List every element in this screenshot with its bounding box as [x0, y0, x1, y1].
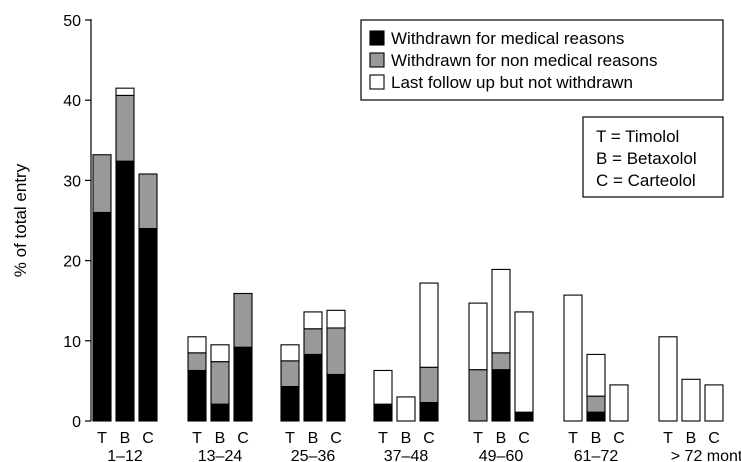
bar-segment-non-medical	[138, 173, 158, 230]
legend-label: Withdrawn for non medical reasons	[391, 51, 657, 70]
bar-segment-non-medical	[586, 395, 606, 413]
bar-segment-medical	[586, 411, 606, 422]
y-tick-label: 0	[72, 414, 81, 431]
legend-swatch-non-medical	[369, 52, 385, 68]
bar-label: B	[215, 430, 226, 447]
y-tick-label: 10	[63, 334, 81, 351]
bar-label: T	[473, 430, 483, 447]
group-label: 13–24	[198, 448, 243, 462]
bars-layer	[92, 87, 724, 422]
bar-segment-non-medical	[115, 94, 135, 162]
legend: Withdrawn for medical reasons Withdrawn f…	[360, 19, 724, 101]
bar-segment-followup	[681, 378, 701, 422]
bar-segment-medical	[491, 369, 511, 422]
bar-label: B	[686, 430, 697, 447]
bar-segment-non-medical	[468, 369, 488, 422]
bar-segment-followup	[326, 309, 346, 329]
legend-box	[360, 19, 724, 101]
bar-segment-followup	[115, 87, 135, 96]
bar-label: C	[518, 430, 530, 447]
bar-segment-non-medical	[419, 366, 439, 404]
bar-segment-followup	[514, 311, 534, 413]
drug-key-box	[582, 116, 724, 198]
bar-segment-medical	[92, 211, 112, 422]
bar-segment-followup	[373, 369, 393, 405]
y-tick-label: 20	[63, 254, 81, 271]
bar-label: B	[120, 430, 131, 447]
bar-label: B	[308, 430, 319, 447]
bar-segment-medical	[280, 385, 300, 422]
bar-label: T	[97, 430, 107, 447]
y-tick-label: 30	[63, 173, 81, 190]
bar-segment-followup	[658, 336, 678, 422]
bar-segment-medical	[303, 353, 323, 422]
bar-label: B	[496, 430, 507, 447]
legend-swatch-medical	[369, 30, 385, 46]
bar-label: C	[237, 430, 249, 447]
drug-key-item: B = Betaxolol	[596, 149, 697, 168]
legend-label: Withdrawn for medical reasons	[391, 29, 624, 48]
bar-segment-followup	[468, 302, 488, 371]
bar-segment-medical	[326, 373, 346, 422]
bar-segment-non-medical	[92, 154, 112, 214]
bar-segment-non-medical	[303, 328, 323, 355]
bar-segment-followup	[491, 268, 511, 354]
bar-label: C	[142, 430, 154, 447]
bar-segment-medical	[514, 411, 534, 422]
bar-segment-followup	[210, 344, 230, 363]
bar-segment-medical	[373, 403, 393, 422]
bar-segment-non-medical	[326, 327, 346, 376]
bar-segment-medical	[187, 369, 207, 422]
bar-segment-non-medical	[491, 352, 511, 371]
bar-segment-non-medical	[280, 360, 300, 388]
bar-label: C	[613, 430, 625, 447]
bar-segment-non-medical	[210, 361, 230, 405]
bar-segment-followup	[280, 344, 300, 362]
bar-label: T	[568, 430, 578, 447]
group-label: 49–60	[479, 448, 524, 462]
y-axis: 0 10 20 30 40 50	[63, 13, 92, 431]
bar-segment-followup	[563, 294, 583, 422]
bar-label: B	[591, 430, 602, 447]
bar-segment-followup	[419, 282, 439, 368]
group-label: 25–36	[291, 448, 336, 462]
legend-label: Last follow up but not withdrawn	[391, 73, 633, 92]
legend-swatch-followup	[369, 74, 385, 90]
group-label: > 72 months	[671, 448, 741, 462]
bar-label: B	[401, 430, 412, 447]
bar-segment-followup	[609, 384, 629, 422]
y-tick-label: 50	[63, 13, 81, 30]
bar-segment-followup	[187, 336, 207, 354]
bar-label: T	[378, 430, 388, 447]
bar-label: T	[663, 430, 673, 447]
group-label: 1–12	[107, 448, 143, 462]
bar-segment-followup	[303, 311, 323, 330]
group-label: 61–72	[574, 448, 619, 462]
bar-segment-medical	[210, 403, 230, 422]
y-tick-label: 40	[63, 93, 81, 110]
drug-key-item: T = Timolol	[596, 127, 679, 146]
bar-label: C	[708, 430, 720, 447]
bar-segment-medical	[115, 160, 135, 422]
x-axis-labels: T B C1–12T B C13–24T B C25–36T B C37–48T B C49–60T…	[97, 430, 741, 462]
bar-segment-followup	[586, 353, 606, 397]
bar-segment-medical	[233, 346, 253, 422]
bar-label: C	[330, 430, 342, 447]
bar-segment-medical	[138, 227, 158, 422]
group-label: 37–48	[384, 448, 429, 462]
bar-label: T	[192, 430, 202, 447]
bar-segment-followup	[396, 396, 416, 422]
drug-key: T = Timolol B = Betaxolol C = Carteolol	[582, 116, 724, 198]
bar-label: T	[285, 430, 295, 447]
y-axis-title: % of total entry	[11, 163, 30, 277]
bar-segment-non-medical	[187, 352, 207, 372]
bar-segment-medical	[419, 402, 439, 422]
bar-segment-non-medical	[233, 292, 253, 348]
bar-label: C	[423, 430, 435, 447]
drug-key-item: C = Carteolol	[596, 171, 696, 190]
bar-segment-followup	[704, 384, 724, 422]
